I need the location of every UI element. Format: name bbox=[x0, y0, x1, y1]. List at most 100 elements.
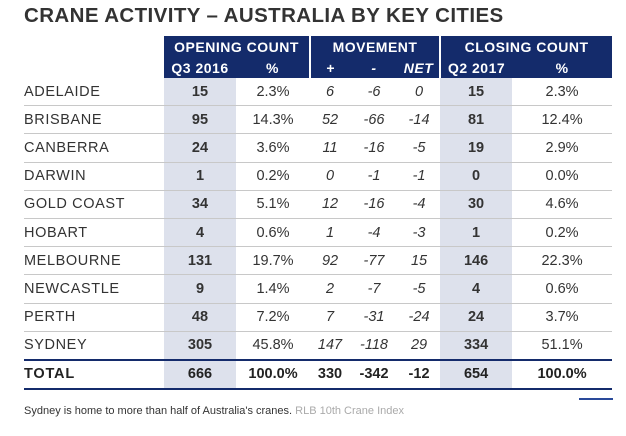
cell-opening: 305 bbox=[164, 331, 236, 361]
cell-net: -1 bbox=[398, 162, 441, 191]
table-row: BRISBANE 95 14.3% 52 -66 -14 81 12.4% bbox=[24, 105, 613, 135]
cell-city: HOBART bbox=[24, 218, 164, 248]
cell-plus: 12 bbox=[310, 190, 351, 219]
cell-city: CANBERRA bbox=[24, 133, 164, 163]
header-plus: + bbox=[309, 57, 351, 78]
cell-closing: 15 bbox=[440, 78, 513, 107]
cell-city: NEWCASTLE bbox=[24, 274, 164, 304]
cell-opening: 34 bbox=[164, 190, 236, 219]
header-movement: MOVEMENT bbox=[309, 36, 441, 57]
table-row: ADELAIDE 15 2.3% 6 -6 0 15 2.3% bbox=[24, 78, 613, 107]
table-row: NEWCASTLE 9 1.4% 2 -7 -5 4 0.6% bbox=[24, 274, 613, 304]
caption-text: Sydney is home to more than half of Aust… bbox=[24, 405, 293, 417]
cell-closing-pct: 2.3% bbox=[512, 78, 613, 107]
table-row: HOBART 4 0.6% 1 -4 -3 1 0.2% bbox=[24, 218, 613, 248]
table-row: GOLD COAST 34 5.1% 12 -16 -4 30 4.6% bbox=[24, 190, 613, 219]
cell-closing: 4 bbox=[440, 274, 513, 304]
accent-line bbox=[579, 398, 613, 400]
page-title: CRANE ACTIVITY – AUSTRALIA BY KEY CITIES bbox=[24, 4, 504, 27]
table-row: PERTH 48 7.2% 7 -31 -24 24 3.7% bbox=[24, 303, 613, 332]
cell-plus: 147 bbox=[310, 331, 351, 361]
cell-minus: -1 bbox=[350, 162, 399, 191]
cell-opening: 24 bbox=[164, 133, 236, 163]
table-row: SYDNEY 305 45.8% 147 -118 29 334 51.1% bbox=[24, 331, 613, 361]
total-row: TOTAL 666 100.0% 330 -342 -12 654 100.0% bbox=[24, 358, 613, 390]
cell-closing: 1 bbox=[440, 218, 513, 248]
cell-net: -5 bbox=[398, 133, 441, 163]
cell-opening-pct: 2.3% bbox=[236, 78, 311, 107]
cell-closing-pct: 3.7% bbox=[512, 303, 613, 332]
cell-closing: 654 bbox=[440, 358, 513, 390]
cell-opening-pct: 0.6% bbox=[236, 218, 311, 248]
cell-net: -4 bbox=[398, 190, 441, 219]
cell-closing-pct: 0.6% bbox=[512, 274, 613, 304]
cell-net: 15 bbox=[398, 246, 441, 276]
cell-minus: -16 bbox=[350, 133, 399, 163]
cell-net: -3 bbox=[398, 218, 441, 248]
cell-city: MELBOURNE bbox=[24, 246, 164, 276]
cell-opening-pct: 7.2% bbox=[236, 303, 311, 332]
cell-closing: 19 bbox=[440, 133, 513, 163]
cell-city: ADELAIDE bbox=[24, 78, 164, 107]
cell-opening: 131 bbox=[164, 246, 236, 276]
header-blank-2 bbox=[24, 57, 164, 78]
cell-net: 0 bbox=[398, 78, 441, 107]
cell-opening-pct: 100.0% bbox=[236, 358, 311, 390]
cell-city: DARWIN bbox=[24, 162, 164, 191]
cell-closing: 81 bbox=[440, 105, 513, 135]
cell-closing-pct: 0.0% bbox=[512, 162, 613, 191]
header-net: NET bbox=[398, 57, 441, 78]
cell-closing-pct: 22.3% bbox=[512, 246, 613, 276]
cell-closing-pct: 2.9% bbox=[512, 133, 613, 163]
cell-plus: 7 bbox=[310, 303, 351, 332]
cell-opening-pct: 19.7% bbox=[236, 246, 311, 276]
cell-closing: 30 bbox=[440, 190, 513, 219]
cell-minus: -16 bbox=[350, 190, 399, 219]
cell-opening-pct: 14.3% bbox=[236, 105, 311, 135]
cell-city: PERTH bbox=[24, 303, 164, 332]
cell-opening: 9 bbox=[164, 274, 236, 304]
cell-city: SYDNEY bbox=[24, 331, 164, 361]
cell-city: BRISBANE bbox=[24, 105, 164, 135]
cell-net: -5 bbox=[398, 274, 441, 304]
crane-activity-table: OPENING COUNT MOVEMENT CLOSING COUNT Q3 … bbox=[24, 36, 613, 390]
cell-city: GOLD COAST bbox=[24, 190, 164, 219]
cell-opening: 95 bbox=[164, 105, 236, 135]
cell-minus: -31 bbox=[350, 303, 399, 332]
cell-minus: -7 bbox=[350, 274, 399, 304]
cell-minus: -342 bbox=[350, 358, 399, 390]
header-closing-pct: % bbox=[512, 57, 613, 78]
cell-closing-pct: 0.2% bbox=[512, 218, 613, 248]
cell-closing-pct: 51.1% bbox=[512, 331, 613, 361]
table-body: ADELAIDE 15 2.3% 6 -6 0 15 2.3% BRISBANE 95 14.3% 5… bbox=[24, 78, 613, 390]
cell-plus: 6 bbox=[310, 78, 351, 107]
cell-minus: -77 bbox=[350, 246, 399, 276]
cell-closing-pct: 12.4% bbox=[512, 105, 613, 135]
cell-plus: 1 bbox=[310, 218, 351, 248]
cell-city: TOTAL bbox=[24, 358, 164, 390]
header-opening-count: OPENING COUNT bbox=[164, 36, 311, 57]
cell-closing-pct: 4.6% bbox=[512, 190, 613, 219]
cell-opening: 48 bbox=[164, 303, 236, 332]
cell-minus: -66 bbox=[350, 105, 399, 135]
table-row: DARWIN 1 0.2% 0 -1 -1 0 0.0% bbox=[24, 162, 613, 191]
cell-minus: -118 bbox=[350, 331, 399, 361]
caption: Sydney is home to more than half of Aust… bbox=[24, 405, 404, 417]
cell-minus: -6 bbox=[350, 78, 399, 107]
cell-opening-pct: 45.8% bbox=[236, 331, 311, 361]
table-row: CANBERRA 24 3.6% 11 -16 -5 19 2.9% bbox=[24, 133, 613, 163]
cell-closing: 146 bbox=[440, 246, 513, 276]
cell-net: 29 bbox=[398, 331, 441, 361]
header-blank bbox=[24, 36, 164, 57]
cell-plus: 330 bbox=[310, 358, 351, 390]
cell-plus: 2 bbox=[310, 274, 351, 304]
cell-closing: 0 bbox=[440, 162, 513, 191]
table-row: MELBOURNE 131 19.7% 92 -77 15 146 22.3% bbox=[24, 246, 613, 276]
cell-plus: 0 bbox=[310, 162, 351, 191]
cell-net: -24 bbox=[398, 303, 441, 332]
header-opening-period: Q3 2016 bbox=[164, 57, 236, 78]
cell-plus: 92 bbox=[310, 246, 351, 276]
cell-closing: 334 bbox=[440, 331, 513, 361]
header-closing-count: CLOSING COUNT bbox=[439, 36, 613, 57]
cell-opening: 15 bbox=[164, 78, 236, 107]
